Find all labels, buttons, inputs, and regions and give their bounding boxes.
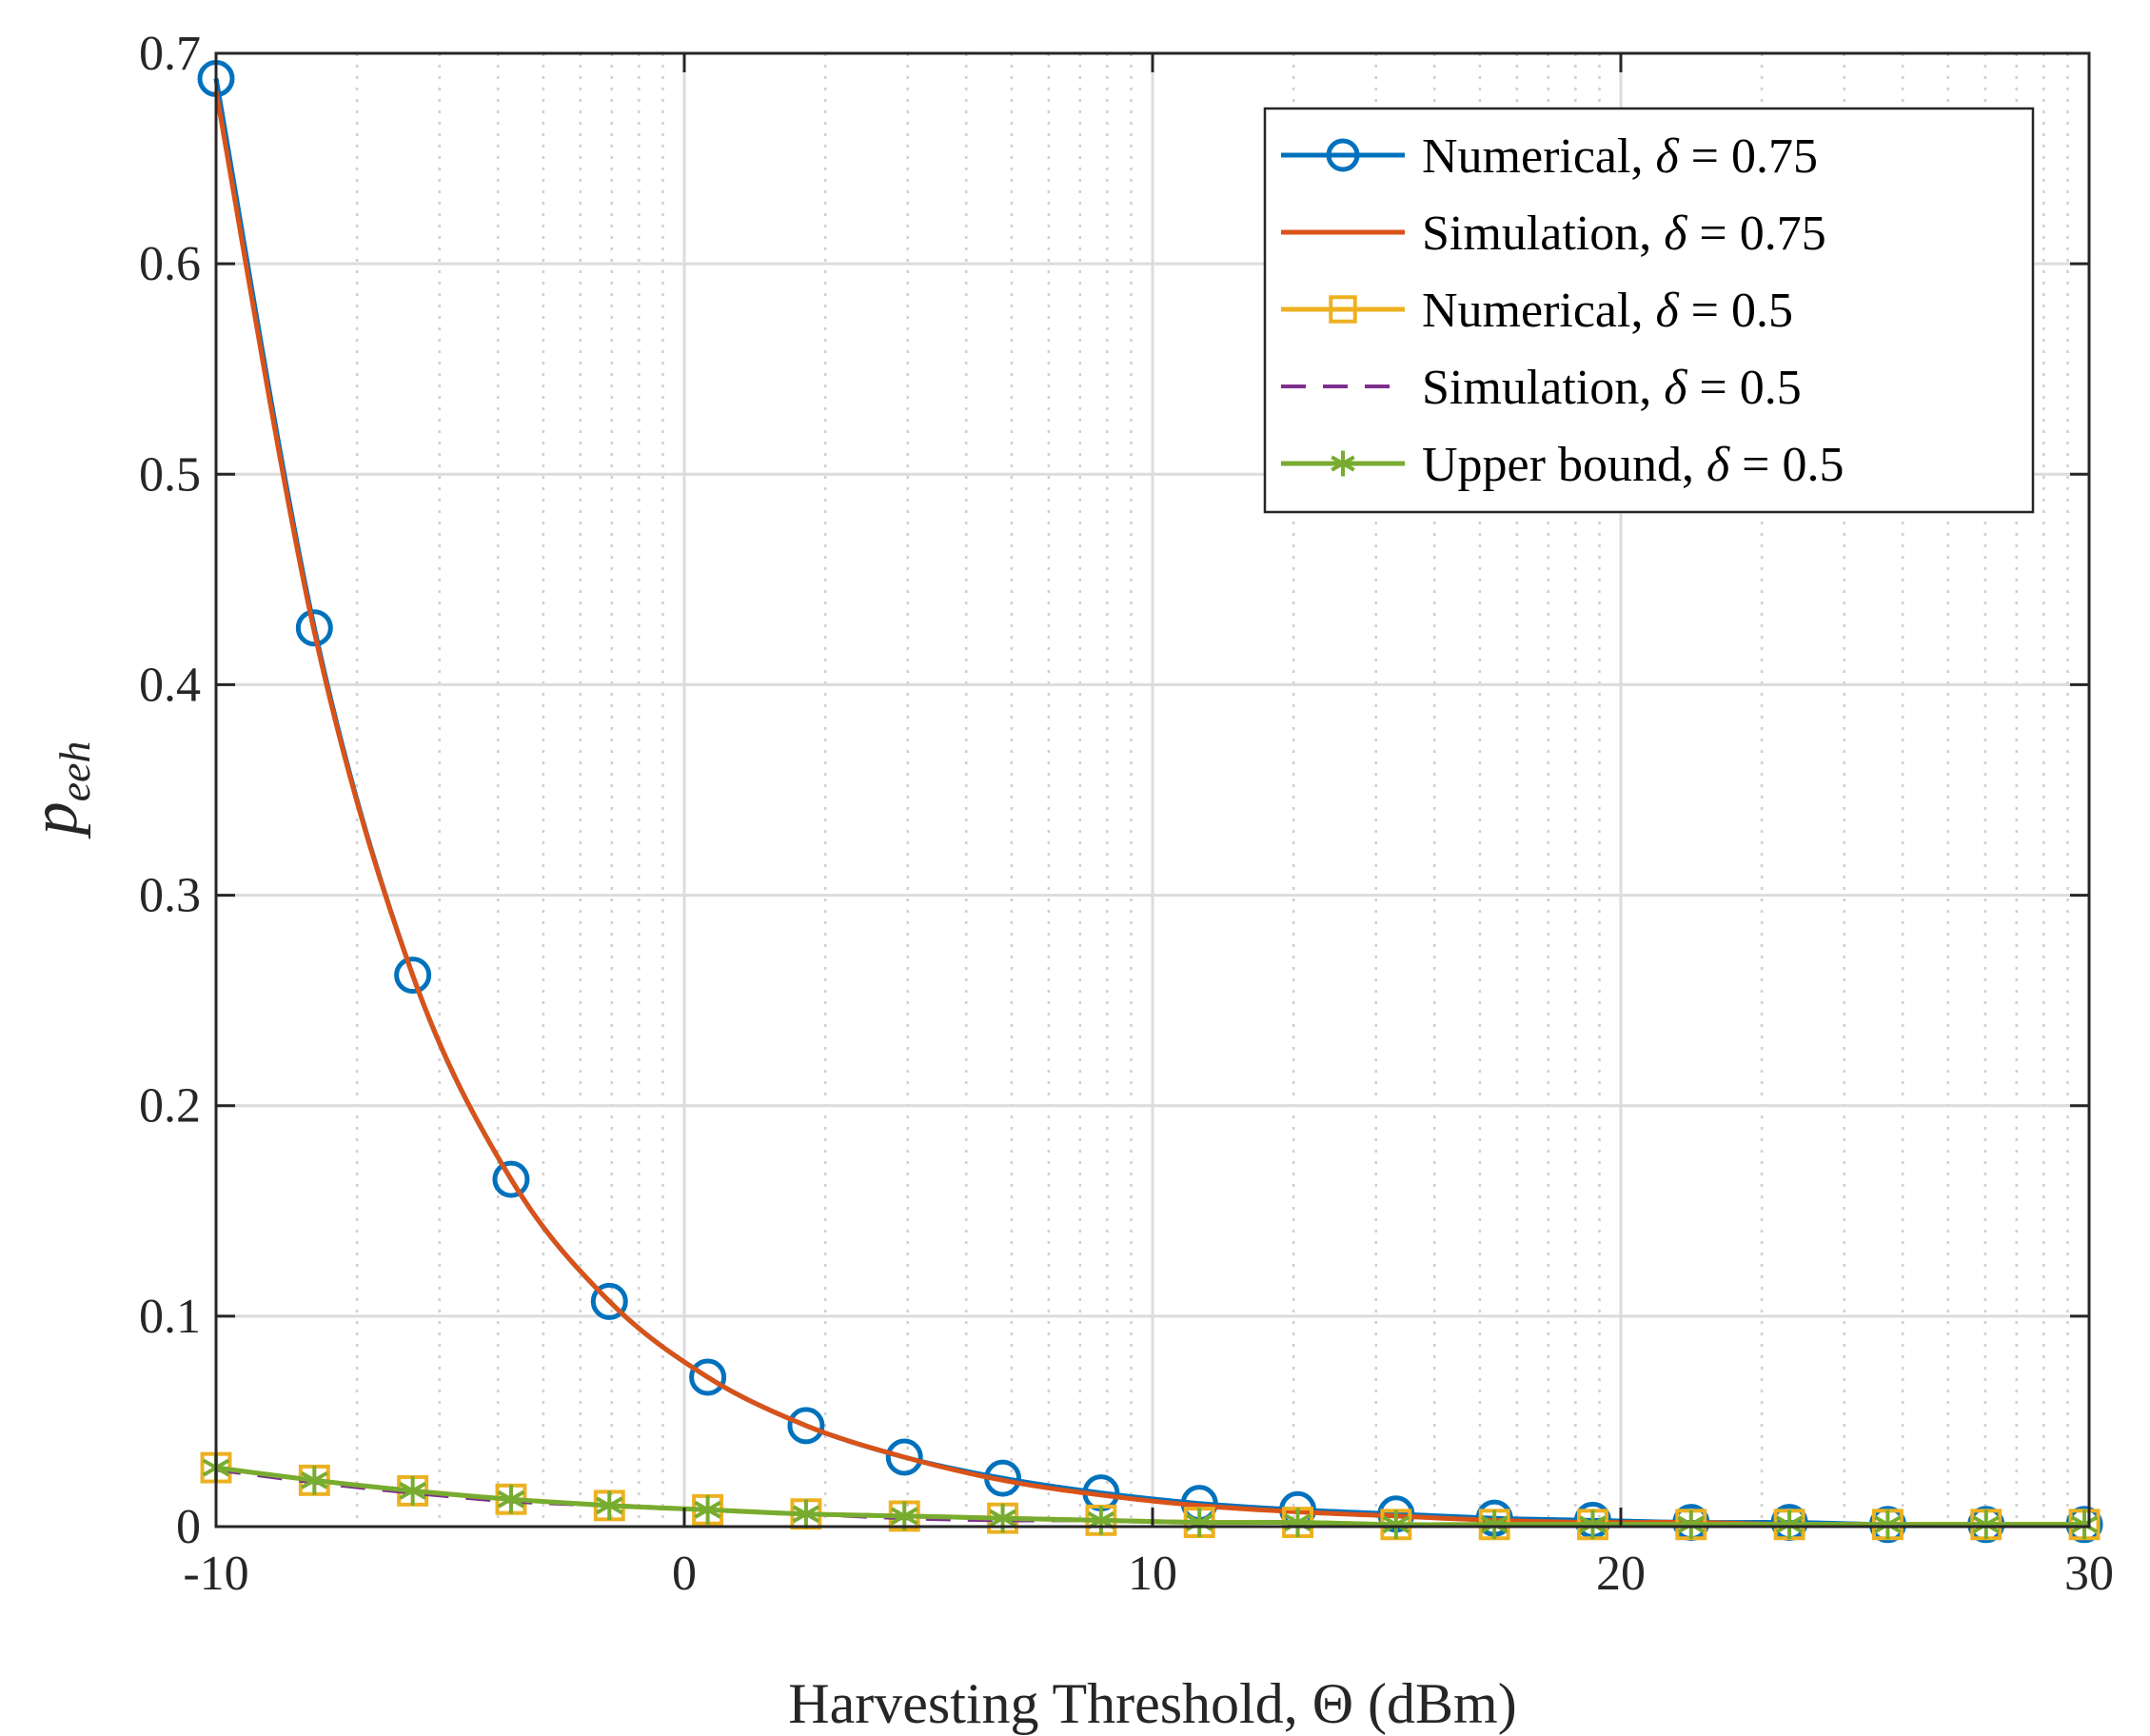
y-axis-label: peeh: [18, 741, 99, 840]
asterisk-stroke: [1579, 1515, 1607, 1534]
series-layer: [197, 60, 2103, 1544]
data-point: [1480, 1509, 1509, 1540]
asterisk-stroke: [497, 1489, 525, 1509]
data-point: [1775, 1509, 1804, 1540]
x-tick-label: -10: [183, 1547, 248, 1601]
legend-entry-1: Numerical, δ = 0.75: [1281, 129, 1818, 184]
legend-entry-2: Simulation, δ = 0.75: [1281, 207, 1826, 261]
asterisk-stroke: [890, 1507, 918, 1526]
asterisk-stroke: [1874, 1515, 1902, 1534]
data-point: [1382, 1509, 1410, 1540]
asterisk-stroke: [399, 1482, 426, 1500]
data-point: [792, 1499, 820, 1529]
data-point: [497, 1484, 525, 1514]
data-point: [1087, 1506, 1115, 1535]
y-tick-label: 0.2: [139, 1079, 201, 1134]
y-tick-label: 0.5: [139, 447, 201, 502]
data-point: [1579, 1509, 1607, 1540]
data-point: [694, 1495, 721, 1525]
asterisk-stroke: [595, 1496, 623, 1515]
asterisk-stroke: [1677, 1515, 1706, 1534]
data-point: [595, 1490, 623, 1521]
asterisk-stroke: [1972, 1515, 2001, 1534]
asterisk-stroke: [301, 1470, 328, 1489]
asterisk-stroke: [1331, 455, 1355, 472]
legend-label: Numerical, δ = 0.5: [1422, 284, 1793, 338]
asterisk-stroke: [1775, 1515, 1804, 1534]
data-point: [301, 1466, 328, 1495]
legend-label: Simulation, δ = 0.75: [1422, 207, 1826, 261]
legend-entry-5: Upper bound, δ = 0.5: [1281, 438, 1844, 492]
series-5: [202, 1452, 2099, 1540]
y-tick-label: 0.7: [139, 27, 201, 81]
data-point: [394, 957, 432, 995]
asterisk-stroke: [1480, 1515, 1509, 1534]
data-point: [492, 1160, 530, 1198]
legend-marker: [1329, 295, 1357, 324]
asterisk-stroke: [1382, 1515, 1410, 1534]
data-point: [295, 609, 333, 647]
x-tick-label: 0: [672, 1547, 697, 1601]
asterisk-stroke: [989, 1509, 1016, 1528]
y-tick-label: 0.3: [139, 869, 201, 923]
y-tick-label: 0.1: [139, 1290, 201, 1344]
data-point: [787, 1407, 825, 1445]
data-point: [885, 1438, 923, 1476]
legend-label: Simulation, δ = 0.5: [1422, 361, 1802, 415]
y-tick-label: 0: [176, 1500, 201, 1554]
asterisk-stroke: [2070, 1515, 2099, 1534]
asterisk-stroke: [694, 1500, 721, 1519]
y-tick-label: 0.6: [139, 237, 201, 291]
data-point: [1677, 1509, 1706, 1540]
legend-entry-3: Numerical, δ = 0.5: [1281, 284, 1793, 338]
y-axis-label-main: p: [18, 801, 91, 839]
x-tick-label: 20: [1596, 1547, 1646, 1601]
legend-entries: Numerical, δ = 0.75 Simulation, δ = 0.75 N…: [1281, 129, 1844, 492]
x-tick-label: 10: [1128, 1547, 1177, 1601]
legend-marker: [1326, 138, 1360, 172]
legend: Numerical, δ = 0.75 Simulation, δ = 0.75 N…: [1263, 107, 2035, 514]
x-tick-label: 30: [2064, 1547, 2114, 1601]
series-line: [215, 1465, 2085, 1528]
data-point: [689, 1358, 727, 1396]
data-point: [2070, 1509, 2099, 1540]
x-axis-label: Harvesting Threshold, Θ (dBm): [788, 1672, 1516, 1735]
data-point: [399, 1476, 426, 1506]
legend-marker: [1331, 450, 1355, 477]
legend-entry-4: Simulation, δ = 0.5: [1281, 361, 1802, 415]
asterisk-stroke: [792, 1505, 820, 1524]
data-point: [1972, 1509, 2001, 1540]
asterisk-stroke: [1087, 1510, 1115, 1529]
y-tick-label: 0.4: [139, 658, 201, 712]
legend-label: Upper bound, δ = 0.5: [1422, 438, 1844, 492]
data-point: [590, 1282, 628, 1320]
legend-label: Numerical, δ = 0.75: [1422, 129, 1818, 184]
y-axis-label-sub: eeh: [50, 741, 99, 802]
data-point: [1874, 1509, 1902, 1540]
